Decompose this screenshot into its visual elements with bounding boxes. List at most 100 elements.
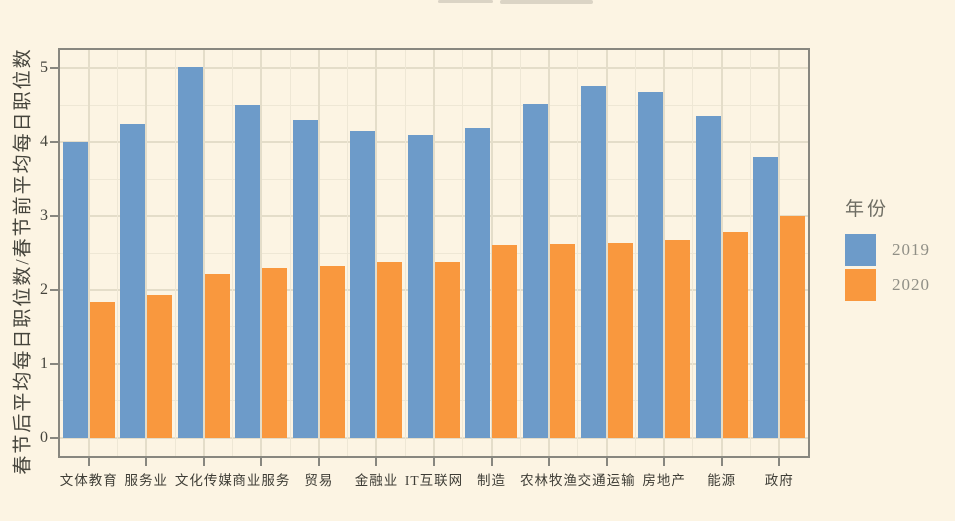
bar-group-IT互联网	[405, 50, 463, 438]
x-tick-制造	[490, 458, 493, 466]
x-tick-label-能源: 能源	[707, 473, 737, 488]
gridline-major-x-1	[145, 50, 148, 456]
legend-label-2020: 2020	[892, 275, 930, 294]
x-tick-房地产	[663, 458, 666, 466]
x-tick-文体教育	[87, 458, 90, 466]
bar-2020-文体教育	[89, 301, 115, 438]
gridline-major-x-6	[433, 50, 435, 456]
legend-swatch-2020	[845, 269, 876, 301]
grid-layer	[60, 50, 808, 456]
gridline-major-x-7	[490, 50, 493, 456]
x-tick-label-房地产: 房地产	[642, 473, 686, 488]
gridline-major-x-2	[202, 50, 205, 456]
bar-2019-能源	[695, 116, 721, 438]
legend-swatch-2019	[845, 234, 876, 266]
bar-2020-农林牧渔	[550, 244, 576, 438]
gridline-major-x-9	[605, 50, 608, 456]
bar-group-制造	[463, 50, 521, 438]
gridline-minor-x-10	[634, 50, 636, 456]
gridline-minor-x-8	[519, 50, 521, 456]
y-tick-5	[50, 67, 58, 70]
bar-2019-房地产	[638, 92, 664, 438]
gridline-major-x-8	[548, 50, 551, 456]
x-tick-label-贸易: 贸易	[304, 473, 334, 488]
gridline-major-x-4	[317, 50, 320, 456]
x-tick-label-文体教育: 文体教育	[59, 473, 118, 488]
bar-2020-文化传媒	[204, 274, 230, 438]
x-tick-label-交通运输: 交通运输	[577, 473, 636, 488]
y-tick-label-4: 4	[40, 133, 48, 151]
x-tick-label-商业服务: 商业服务	[232, 473, 291, 488]
y-tick-3	[50, 215, 58, 218]
x-tick-金融业	[375, 458, 378, 466]
bar-2020-IT互联网	[434, 261, 460, 438]
bar-2019-农林牧渔	[523, 103, 549, 438]
y-tick-2	[50, 288, 58, 291]
bar-group-金融业	[348, 50, 406, 438]
bar-2020-商业服务	[262, 267, 288, 438]
gridline-minor-x-12	[749, 50, 751, 456]
bar-group-商业服务	[233, 50, 291, 438]
bar-2019-交通运输	[580, 86, 606, 438]
bar-2019-制造	[465, 127, 491, 438]
bar-2019-服务业	[120, 123, 146, 438]
x-tick-label-政府: 政府	[764, 473, 794, 488]
plot-panel	[58, 48, 810, 458]
legend: 年份 2019 2020	[845, 194, 930, 304]
x-tick-能源	[720, 458, 723, 466]
bar-group-农林牧渔	[520, 50, 578, 438]
gridline-minor-x-3	[232, 50, 234, 456]
bar-group-文体教育	[60, 50, 118, 438]
bar-group-服务业	[118, 50, 176, 438]
bar-2020-金融业	[377, 261, 403, 438]
bar-group-能源	[693, 50, 751, 438]
bar-2020-房地产	[665, 239, 691, 438]
gridline-major-x-11	[720, 50, 723, 456]
x-tick-IT互联网	[433, 458, 435, 466]
bar-2019-IT互联网	[407, 134, 433, 438]
y-tick-0	[50, 436, 58, 439]
bar-2020-服务业	[147, 295, 173, 438]
bar-group-政府	[750, 50, 808, 438]
y-tick-4	[50, 141, 58, 144]
window-edge-artifact	[500, 0, 593, 4]
gridline-minor-x-1	[117, 50, 119, 456]
x-tick-服务业	[145, 458, 148, 466]
bar-2019-文化传媒	[177, 66, 203, 438]
bar-2020-政府	[780, 216, 806, 438]
gridline-minor-x-9	[577, 50, 579, 456]
x-tick-农林牧渔	[548, 458, 551, 466]
x-tick-文化传媒	[202, 458, 205, 466]
y-tick-label-3: 3	[40, 207, 48, 225]
gridline-major-x-12	[778, 50, 781, 456]
bar-group-房地产	[635, 50, 693, 438]
gridline-major-x-10	[663, 50, 666, 456]
gridline-major-x-0	[87, 50, 90, 456]
bar-2019-文体教育	[62, 142, 88, 438]
bar-2019-政府	[753, 157, 779, 438]
bar-2019-贸易	[292, 120, 318, 438]
x-tick-交通运输	[605, 458, 608, 466]
x-tick-label-金融业: 金融业	[354, 473, 399, 488]
bar-2020-贸易	[319, 266, 345, 438]
y-tick-label-1: 1	[40, 354, 48, 372]
gridline-minor-x-4	[289, 50, 291, 456]
legend-label-2019: 2019	[892, 240, 930, 259]
window-edge-artifact	[438, 0, 493, 3]
gridline-minor-x-6	[404, 50, 406, 456]
gridline-major-x-3	[260, 50, 263, 456]
gridline-minor-x-11	[692, 50, 694, 456]
y-tick-label-2: 2	[40, 280, 48, 298]
x-tick-政府	[778, 458, 781, 466]
x-tick-label-农林牧渔: 农林牧渔	[520, 473, 579, 488]
bar-group-交通运输	[578, 50, 636, 438]
x-tick-label-IT互联网: IT互联网	[404, 473, 464, 488]
legend-title: 年份	[845, 199, 890, 220]
x-tick-贸易	[317, 458, 320, 466]
bar-2019-金融业	[350, 131, 376, 438]
bars-layer	[60, 50, 808, 438]
bar-2020-制造	[492, 244, 518, 438]
legend-item-2020: 2020	[845, 269, 930, 301]
x-tick-label-制造: 制造	[477, 473, 507, 488]
